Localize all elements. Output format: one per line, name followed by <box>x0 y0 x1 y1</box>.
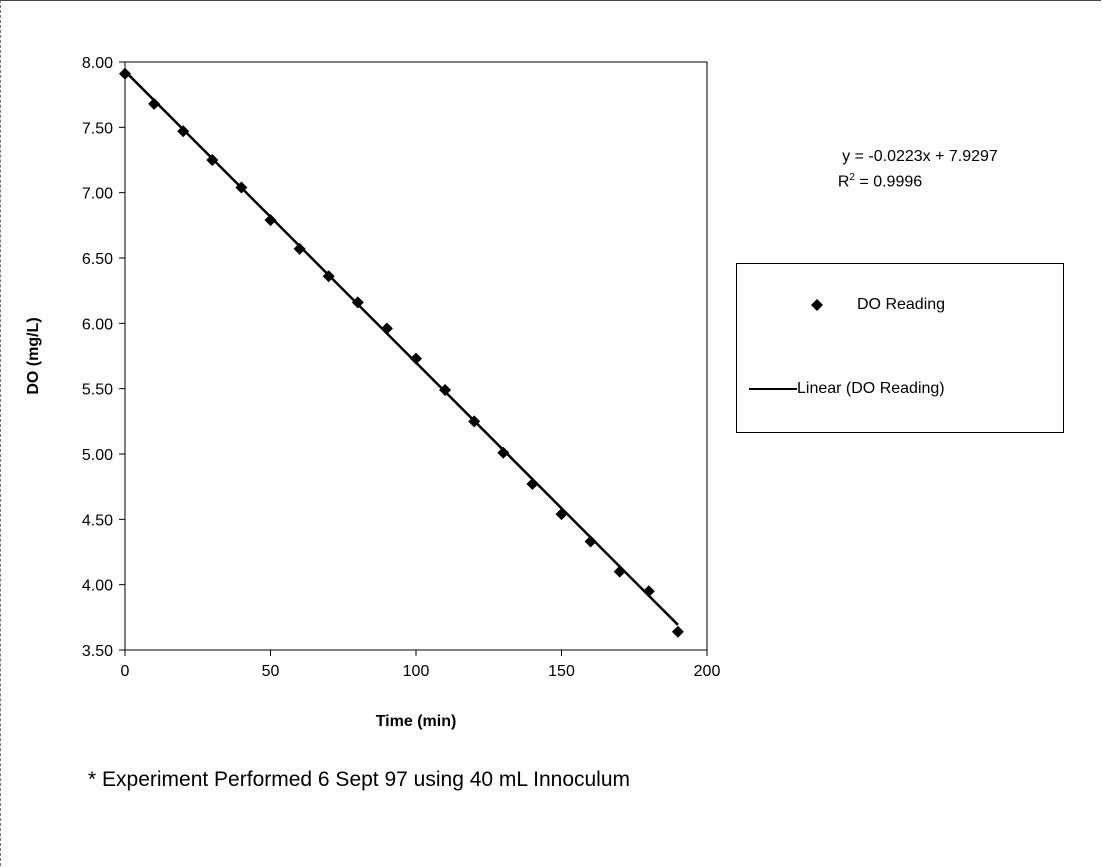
trendline <box>124 70 679 626</box>
y-axis-label: DO (mg/L) <box>25 317 42 394</box>
data-point <box>439 383 452 396</box>
data-point <box>584 535 597 548</box>
r2-prefix: R <box>837 173 850 191</box>
y-tick-label: 7.00 <box>82 186 113 203</box>
data-point <box>380 322 393 335</box>
data-points <box>119 67 684 638</box>
data-point <box>206 154 219 166</box>
x-tick-label: 200 <box>694 663 721 680</box>
data-point <box>555 508 568 521</box>
x-tick-label: 150 <box>548 663 575 680</box>
data-point <box>293 242 306 255</box>
y-tick-label: 4.50 <box>82 512 113 529</box>
legend-label-do-reading: DO Reading <box>857 296 946 313</box>
data-point <box>526 478 539 491</box>
legend: DO Reading Linear (DO Reading) <box>736 263 1064 433</box>
data-point <box>410 352 422 365</box>
data-point <box>264 214 277 227</box>
x-tick-label: 100 <box>403 663 430 680</box>
y-tick-label: 5.50 <box>82 382 113 399</box>
data-point <box>177 125 190 138</box>
data-point <box>322 270 335 283</box>
legend-item-do-reading: DO Reading <box>737 293 945 317</box>
y-tick-label: 4.00 <box>82 578 113 595</box>
y-tick-label: 6.50 <box>82 251 113 268</box>
x-axis-label: Time (min) <box>376 713 457 730</box>
data-point <box>613 565 626 578</box>
y-tick-label: 7.50 <box>82 120 113 137</box>
data-point <box>497 446 510 459</box>
trendline-equation: y = -0.0223x + 7.9297 <box>842 148 998 165</box>
y-tick-label: 3.50 <box>82 643 113 660</box>
data-point <box>148 97 161 110</box>
data-point <box>468 415 481 428</box>
legend-label-linear: Linear (DO Reading) <box>797 380 945 397</box>
data-point <box>235 181 248 194</box>
data-point <box>671 625 684 638</box>
data-point <box>642 585 655 598</box>
line-marker-icon <box>749 388 797 390</box>
diamond-marker-icon <box>811 299 823 311</box>
y-tick-label: 6.00 <box>82 316 113 333</box>
y-axis-ticks: 3.50 4.00 4.50 5.00 5.50 6.00 6.50 7.00 7.50 8.00 <box>82 55 125 660</box>
data-point <box>351 296 364 309</box>
x-axis-ticks: 0 50 100 150 200 <box>121 650 721 680</box>
data-point <box>119 67 131 80</box>
footnote: * Experiment Performed 6 Sept 97 using 4… <box>88 768 631 791</box>
trendline-r-squared: R2 = 0.9996 <box>790 172 970 191</box>
x-tick-label: 0 <box>121 663 130 680</box>
legend-item-linear: Linear (DO Reading) <box>737 377 945 401</box>
y-tick-label: 8.00 <box>82 55 113 72</box>
r2-value: = 0.9996 <box>854 173 923 191</box>
plot-area <box>124 61 708 651</box>
r2-superscript: 2 <box>849 172 855 183</box>
y-tick-label: 5.00 <box>82 447 113 464</box>
x-tick-label: 50 <box>262 663 280 680</box>
